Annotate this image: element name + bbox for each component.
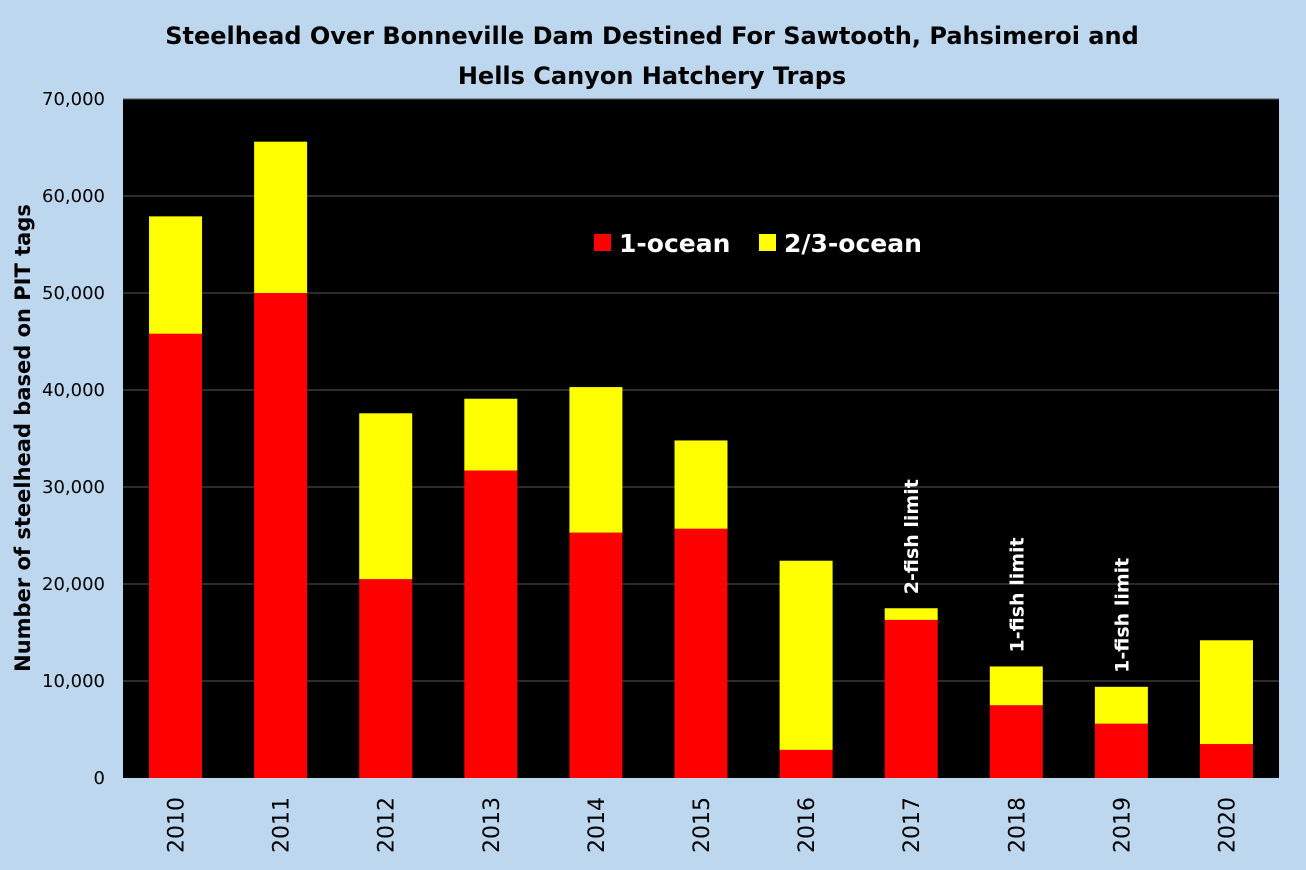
x-tick-label: 2012 <box>375 797 400 853</box>
legend-swatch-1-ocean <box>594 234 611 251</box>
legend: 1-ocean 2/3-ocean <box>594 229 922 258</box>
bar-2-3-ocean-2020 <box>1199 640 1253 745</box>
y-tick-label: 10,000 <box>42 671 105 692</box>
x-tick-label: 2011 <box>270 797 295 853</box>
bar-annotation: 1-fish limit <box>1006 537 1028 652</box>
y-tick-label: 0 <box>94 768 105 789</box>
bar-2-3-ocean-2014 <box>569 387 623 533</box>
y-axis-label: Number of steelhead based on PIT tags <box>11 204 35 672</box>
bar-2-3-ocean-2015 <box>674 440 728 529</box>
bar-1-ocean-2016 <box>779 749 833 778</box>
x-axis-ticks: 2010 2011 2012 2013 2014 2015 2016 2017 2018 2019… <box>165 797 1241 853</box>
bar-2-3-ocean-2016 <box>779 560 833 750</box>
x-tick-label: 2013 <box>480 797 505 853</box>
x-tick-label: 2018 <box>1005 797 1030 853</box>
bar-annotation: 2-fish limit <box>901 479 923 594</box>
x-tick-label: 2020 <box>1215 797 1240 853</box>
x-tick-label: 2017 <box>900 797 925 853</box>
bar-1-ocean-2011 <box>254 293 308 778</box>
bar-1-ocean-2013 <box>464 470 518 778</box>
y-tick-label: 30,000 <box>42 477 105 498</box>
x-tick-label: 2016 <box>795 797 820 853</box>
bar-2-3-ocean-2012 <box>359 413 413 580</box>
bar-1-ocean-2012 <box>359 579 413 778</box>
bar-1-ocean-2015 <box>674 528 728 778</box>
bar-1-ocean-2010 <box>149 333 203 778</box>
chart-title-line-2: Hells Canyon Hatchery Traps <box>458 62 846 90</box>
bars <box>149 141 1253 778</box>
bar-1-ocean-2014 <box>569 532 623 778</box>
legend-swatch-2-3-ocean <box>759 234 776 251</box>
bar-2-3-ocean-2018 <box>989 666 1043 706</box>
y-tick-label: 70,000 <box>42 89 105 110</box>
x-tick-label: 2015 <box>690 797 715 853</box>
y-tick-label: 60,000 <box>42 186 105 207</box>
bar-annotation: 1-fish limit <box>1111 558 1133 673</box>
x-tick-label: 2010 <box>165 797 190 853</box>
bar-2-3-ocean-2017 <box>884 608 938 620</box>
y-tick-label: 50,000 <box>42 283 105 304</box>
bar-2-3-ocean-2010 <box>149 216 203 334</box>
bar-1-ocean-2020 <box>1199 744 1253 778</box>
bar-2-3-ocean-2013 <box>464 398 518 471</box>
bar-2-3-ocean-2019 <box>1094 686 1148 724</box>
chart-title-line-1: Steelhead Over Bonneville Dam Destined F… <box>165 22 1139 50</box>
bar-1-ocean-2018 <box>989 705 1043 778</box>
bar-1-ocean-2019 <box>1094 723 1148 778</box>
y-tick-label: 20,000 <box>42 574 105 595</box>
x-tick-label: 2014 <box>585 797 610 853</box>
bar-1-ocean-2017 <box>884 619 938 778</box>
legend-label-2-3-ocean: 2/3-ocean <box>784 229 922 258</box>
x-tick-label: 2019 <box>1110 797 1135 853</box>
bar-2-3-ocean-2011 <box>254 141 308 293</box>
legend-label-1-ocean: 1-ocean <box>619 229 730 258</box>
y-axis-ticks: 0 10,000 20,000 30,000 40,000 50,000 60,000 70,… <box>42 89 105 789</box>
y-tick-label: 40,000 <box>42 380 105 401</box>
annotations: 2-fish limit 1-fish limit 1-fish limit <box>901 479 1133 673</box>
